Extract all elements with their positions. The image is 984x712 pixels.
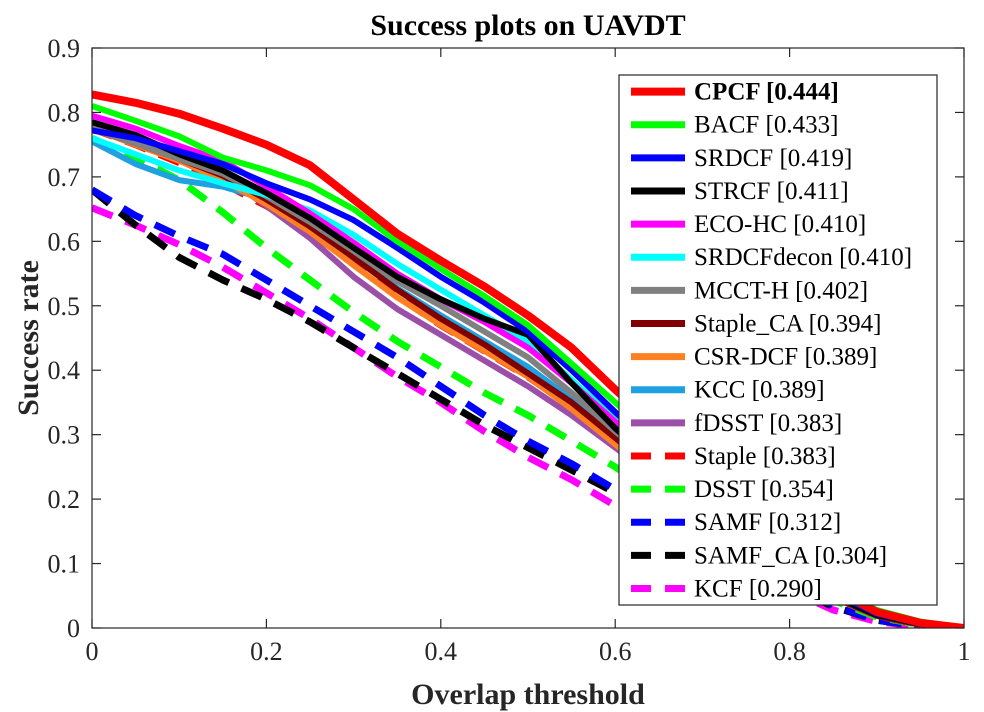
legend-label: SAMF_CA [0.304] [694,542,887,569]
legend-label: fDSST [0.383] [694,410,842,437]
legend-item-samf: SAMF [0.312] [631,509,841,536]
legend-item-srdcfdecon: SRDCFdecon [0.410] [631,244,912,271]
y-tick-label: 0.9 [48,34,81,63]
legend-label: KCF [0.290] [694,575,822,602]
series-line-dsst [92,135,964,628]
legend-item-mcct-h: MCCT-H [0.402] [631,277,868,304]
y-tick-label: 0.4 [48,356,81,385]
legend-item-bacf: BACF [0.433] [631,112,838,139]
legend-item-samf-ca: SAMF_CA [0.304] [631,542,887,569]
legend-item-staple: Staple [0.383] [631,443,836,470]
x-tick-label: 1 [958,637,971,666]
y-tick-label: 0.5 [48,292,81,321]
legend-label: SAMF [0.312] [694,509,841,536]
legend-label: SRDCF [0.419] [694,145,852,172]
legend-item-strcf: STRCF [0.411] [631,178,849,205]
legend-label: Staple [0.383] [694,443,836,470]
x-tick-label: 0.8 [773,637,806,666]
y-axis-label: Success rate [12,260,45,416]
legend-label: MCCT-H [0.402] [694,277,868,304]
plot-frame [91,47,965,629]
y-tick-label: 0.6 [48,227,81,256]
legend-label: DSST [0.354] [694,476,834,503]
y-tick-label: 0.8 [48,98,81,127]
legend-label: CSR-DCF [0.389] [694,344,877,371]
legend-box [618,74,938,606]
legend-item-kcc: KCC [0.389] [631,377,825,404]
y-tick-label: 0.7 [48,163,81,192]
legend: CPCF [0.444] BACF [0.433] SRDCF [0.419] STR… [618,74,938,606]
legend-label: STRCF [0.411] [694,178,849,205]
legend-label: KCC [0.389] [694,377,825,404]
legend-label: BACF [0.433] [694,112,838,139]
axes [91,47,965,629]
y-tick-label: 0.1 [48,550,81,579]
chart-title: Success plots on UAVDT [370,9,685,42]
legend-item-eco-hc: ECO-HC [0.410] [631,211,866,238]
legend-item-cpcf: CPCF [0.444] [631,79,839,106]
y-tick-label: 0.2 [48,485,81,514]
legend-item-csr-dcf: CSR-DCF [0.389] [631,344,877,371]
legend-item-dsst: DSST [0.354] [631,476,834,503]
x-axis-label: Overlap threshold [411,678,645,711]
legend-item-staple-ca: Staple_CA [0.394] [631,310,882,337]
legend-label: SRDCFdecon [0.410] [694,244,912,271]
x-tick-label: 0.6 [599,637,632,666]
legend-label: CPCF [0.444] [694,79,839,106]
x-tick-label: 0.4 [425,637,458,666]
legend-label: ECO-HC [0.410] [694,211,866,238]
x-tick-label: 0.2 [250,637,283,666]
legend-label: Staple_CA [0.394] [694,310,882,337]
x-tick-label: 0 [86,637,99,666]
y-tick-label: 0 [67,614,80,643]
legend-item-srdcf: SRDCF [0.419] [631,145,852,172]
legend-item-fdsst: fDSST [0.383] [631,410,842,437]
legend-item-kcf: KCF [0.290] [631,575,822,602]
y-tick-label: 0.3 [48,421,81,450]
ticks: 0 0.2 0.4 0.6 0.8 1 0 0.1 0.2 0.3 0.4 0.5 0.6 0.7 0.8 0… [48,34,971,666]
